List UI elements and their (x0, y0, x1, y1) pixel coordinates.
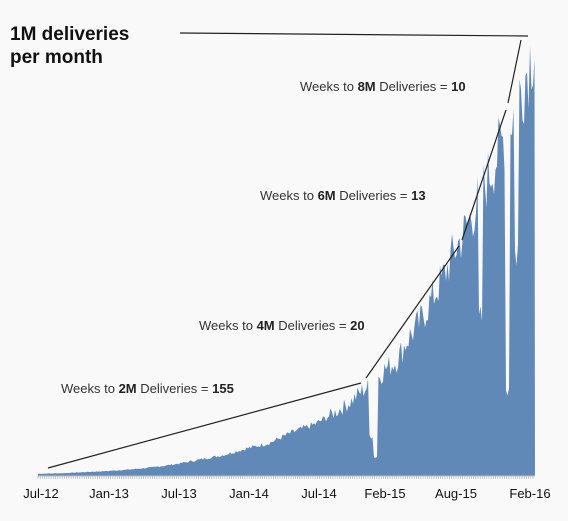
milestone-line-3 (461, 109, 507, 241)
annotation-2m: Weeks to 2M Deliveries = 155 (61, 381, 234, 396)
x-tick-label: Jul-14 (301, 486, 336, 501)
chart-title-line-2: per month (10, 47, 103, 68)
x-tick-label: Aug-15 (435, 486, 477, 501)
x-tick-label: Jul-13 (161, 486, 196, 501)
chart-title-line-1: 1M deliveries (10, 24, 129, 45)
annotation-4m: Weeks to 4M Deliveries = 20 (199, 318, 365, 333)
annotation-8m: Weeks to 8M Deliveries = 10 (300, 79, 466, 94)
delivery-area-series (38, 45, 535, 476)
milestone-line-1 (47, 382, 362, 469)
milestone-line-4 (507, 39, 522, 104)
x-tick-label: Feb-15 (364, 486, 405, 501)
x-tick-label: Feb-16 (509, 486, 550, 501)
milestone-lines (47, 32, 529, 469)
milestone-line-2 (365, 245, 460, 379)
x-axis: Jul-12 Jan-13 Jul-13 Jan-14 Jul-14 Feb-15 Aug-… (23, 475, 551, 501)
annotation-6m: Weeks to 6M Deliveries = 13 (260, 188, 426, 203)
milestone-line-5 (179, 32, 529, 37)
x-tick-label: Jul-12 (23, 486, 58, 501)
x-tick-label: Jan-13 (89, 486, 129, 501)
x-tick-label: Jan-14 (229, 486, 269, 501)
